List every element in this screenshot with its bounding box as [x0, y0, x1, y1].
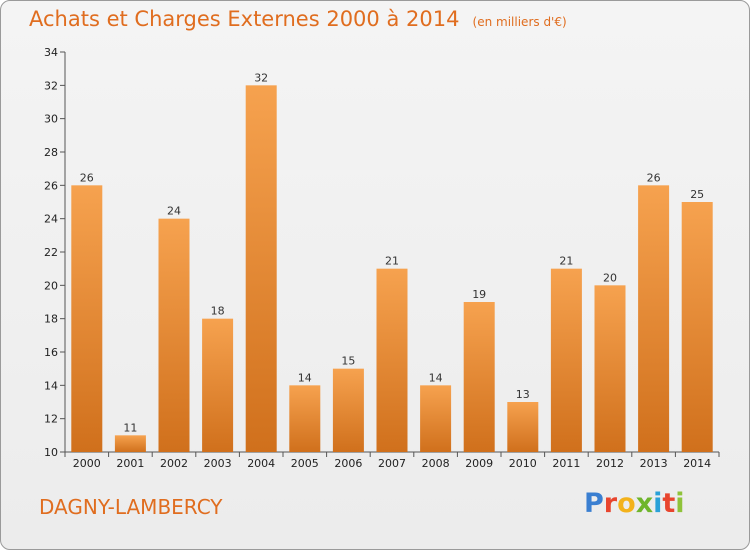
- x-tick-label-2009: 2009: [465, 457, 493, 470]
- logo-letter: i: [675, 488, 685, 519]
- value-label-2010: 13: [516, 388, 530, 401]
- bar-2009: [463, 302, 495, 452]
- x-tick-label-2008: 2008: [422, 457, 450, 470]
- x-tick-label-2011: 2011: [552, 457, 580, 470]
- chart-bars: 26 11 24 18 32 14 15 21 14 19 13 21 20 26 25: [71, 71, 713, 453]
- y-tick-label: 18: [44, 313, 58, 326]
- bar-2006: [332, 368, 364, 452]
- logo-letter: t: [662, 488, 676, 519]
- bar-2013: [638, 185, 670, 453]
- value-label-2007: 21: [385, 255, 399, 268]
- value-label-2001: 11: [123, 421, 137, 434]
- value-label-2006: 15: [341, 355, 355, 368]
- value-label-2009: 19: [472, 288, 486, 301]
- value-label-2004: 32: [254, 71, 268, 84]
- bar-2005: [289, 385, 321, 452]
- x-tick-label-2005: 2005: [291, 457, 319, 470]
- x-tick-label-2014: 2014: [683, 457, 711, 470]
- chart-unit: (en milliers d'€): [472, 15, 567, 29]
- x-tick-label-2000: 2000: [73, 457, 101, 470]
- value-label-2000: 26: [80, 171, 94, 184]
- y-tick-label: 24: [44, 213, 58, 226]
- logo-letter: P: [584, 488, 604, 519]
- value-label-2005: 14: [298, 371, 312, 384]
- y-tick-label: 34: [44, 46, 58, 59]
- bar-2000: [71, 185, 103, 453]
- x-tick-label-2006: 2006: [334, 457, 362, 470]
- x-tick-label-2007: 2007: [378, 457, 406, 470]
- bar-2002: [158, 218, 190, 452]
- y-tick-label: 30: [44, 113, 58, 126]
- x-tick-label-2010: 2010: [509, 457, 537, 470]
- bar-2008: [420, 385, 452, 452]
- chart-header: Achats et Charges Externes 2000 à 2014 (…: [29, 7, 567, 31]
- logo-letter: o: [617, 488, 636, 519]
- bar-2011: [550, 268, 582, 452]
- chart-title: Achats et Charges Externes 2000 à 2014: [29, 7, 460, 31]
- x-tick-label-2004: 2004: [247, 457, 275, 470]
- x-tick-label-2012: 2012: [596, 457, 624, 470]
- city-name: DAGNY-LAMBERCY: [39, 495, 223, 519]
- chart-axes: 10 12 14 16 18 20 22 24 26 28 30 32 34 2000 2001 2002 20…: [44, 46, 720, 470]
- y-tick-label: 20: [44, 279, 58, 292]
- bar-2012: [594, 285, 626, 452]
- bar-2003: [202, 318, 234, 452]
- bar-2001: [114, 435, 146, 452]
- value-label-2008: 14: [429, 371, 443, 384]
- y-tick-label: 12: [44, 413, 58, 426]
- value-label-2003: 18: [211, 305, 225, 318]
- logo-letter: r: [603, 488, 618, 519]
- x-tick-label-2003: 2003: [204, 457, 232, 470]
- value-label-2002: 24: [167, 205, 181, 218]
- x-tick-label-2001: 2001: [116, 457, 144, 470]
- y-tick-label: 32: [44, 79, 58, 92]
- value-label-2011: 21: [559, 255, 573, 268]
- proxiti-logo: Proxiti: [584, 488, 685, 519]
- logo-letter: i: [653, 488, 663, 519]
- y-tick-label: 28: [44, 146, 58, 159]
- y-tick-label: 14: [44, 379, 58, 392]
- y-tick-label: 16: [44, 346, 58, 359]
- y-tick-label: 22: [44, 246, 58, 259]
- value-label-2014: 25: [690, 188, 704, 201]
- bar-2007: [376, 268, 408, 452]
- x-tick-label-2002: 2002: [160, 457, 188, 470]
- y-tick-label: 10: [44, 446, 58, 459]
- logo-letter: x: [635, 488, 654, 519]
- y-tick-label: 26: [44, 179, 58, 192]
- bar-2014: [681, 202, 713, 452]
- x-tick-label-2013: 2013: [640, 457, 668, 470]
- bar-2004: [245, 85, 277, 452]
- bar-2010: [507, 402, 539, 452]
- value-label-2012: 20: [603, 271, 617, 284]
- value-label-2013: 26: [647, 171, 661, 184]
